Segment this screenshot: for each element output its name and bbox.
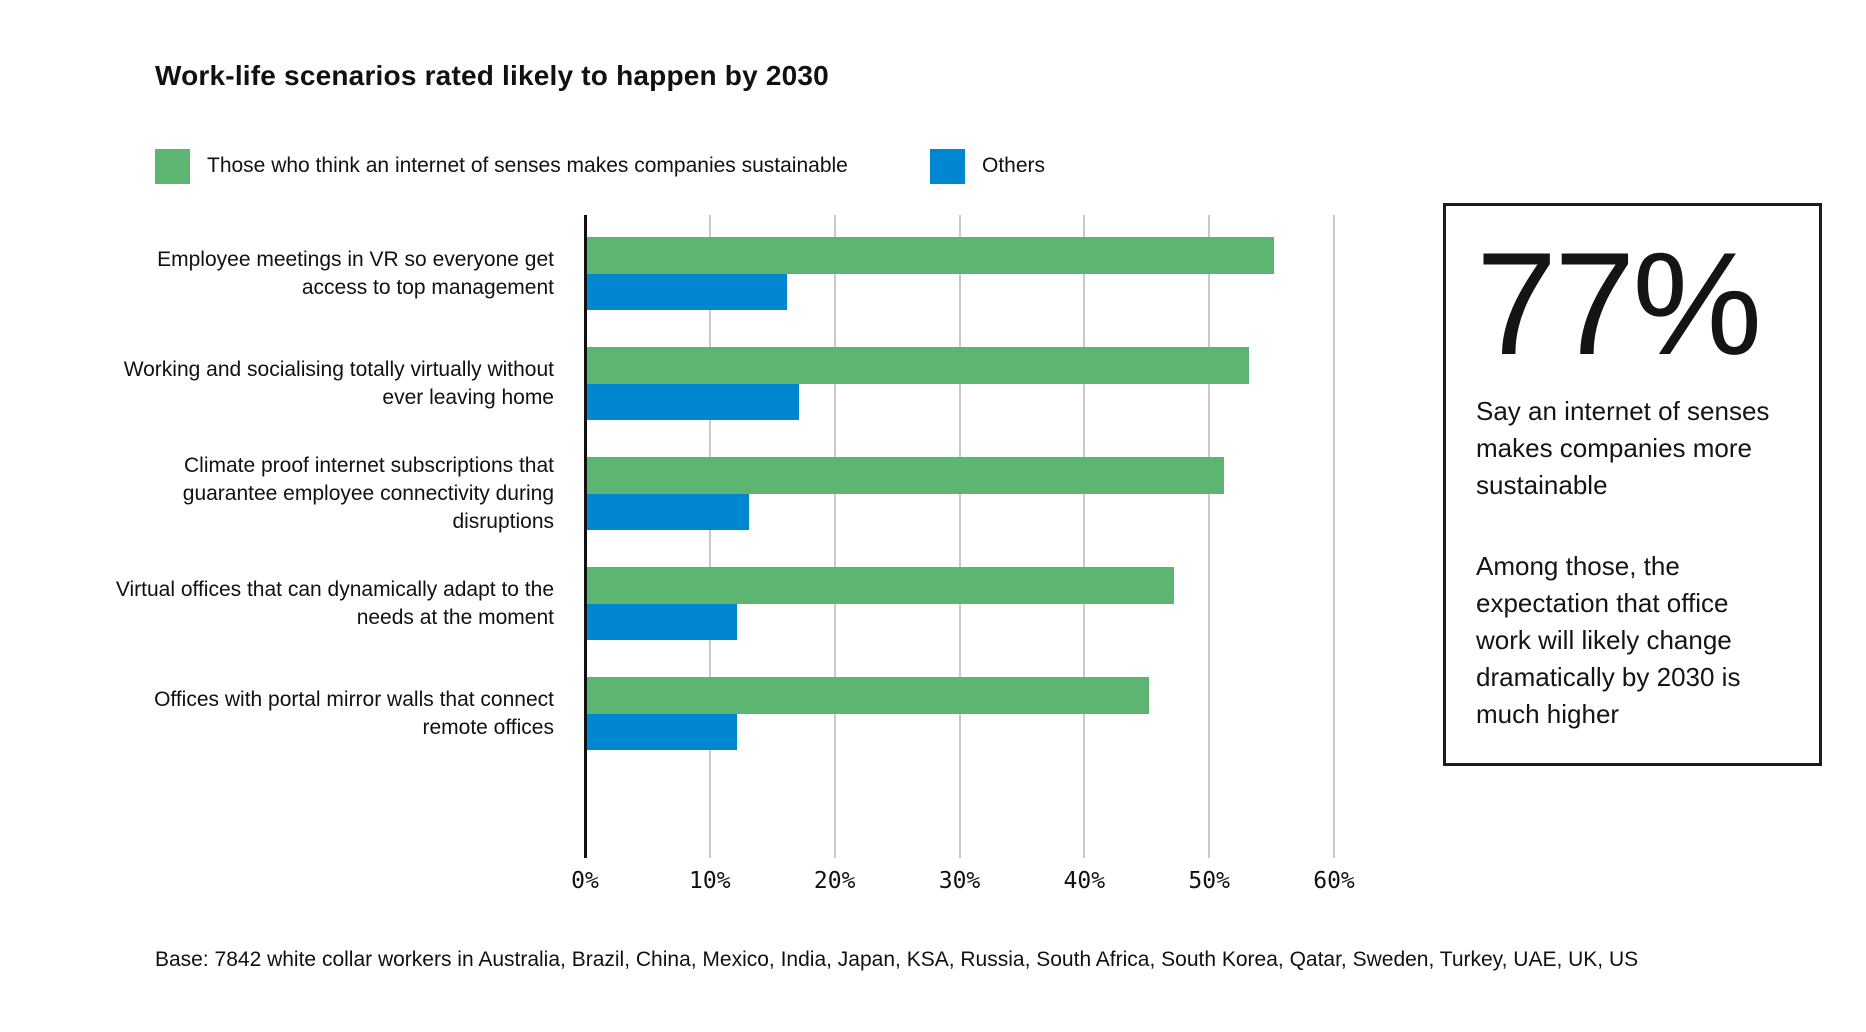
callout-text-1: Say an internet of senses makes companie… <box>1476 395 1770 500</box>
bar-sustainable <box>587 237 1274 274</box>
bar-others <box>587 494 750 530</box>
bar-others <box>587 274 787 310</box>
callout-text-2: Among those, the expectation that office… <box>1476 550 1741 729</box>
bar-chart-plot <box>584 215 1335 858</box>
gridline <box>1333 215 1335 858</box>
legend-item-others: Others <box>930 147 1045 185</box>
x-tick: 10% <box>689 868 731 894</box>
category-label: Employee meetings in VR so everyone get … <box>157 247 554 299</box>
callout-stat: 77% <box>1476 222 1762 385</box>
category-label: Working and socialising totally virtuall… <box>123 357 554 409</box>
bar-others <box>587 604 737 640</box>
bar-sustainable <box>587 347 1249 384</box>
x-tick: 0% <box>571 868 599 894</box>
x-tick: 50% <box>1188 868 1230 894</box>
gridline <box>1083 215 1086 858</box>
base-footnote: Base: 7842 white collar workers in Austr… <box>155 948 1639 971</box>
gridline <box>708 215 711 858</box>
x-tick: 30% <box>938 868 981 894</box>
category-label: Virtual offices that can dynamically ada… <box>115 577 554 629</box>
callout-box: 77% Say an internet of senses makes comp… <box>1443 203 1822 766</box>
bar-others <box>587 384 800 420</box>
legend-label-others: Others <box>982 154 1046 177</box>
bar-sustainable <box>587 677 1149 714</box>
gridline <box>833 215 836 858</box>
x-tick: 60% <box>1313 868 1355 894</box>
legend-label-sustainable: Those who think an internet of senses ma… <box>207 154 848 177</box>
legend-item-sustainable: Those who think an internet of senses ma… <box>155 147 848 185</box>
chart-title: Work-life scenarios rated likely to happ… <box>155 60 829 91</box>
gridline <box>958 215 961 858</box>
bar-others <box>587 714 737 750</box>
bar-sustainable <box>587 567 1174 604</box>
x-tick: 20% <box>813 868 856 894</box>
x-tick: 40% <box>1063 868 1106 894</box>
category-label: Offices with portal mirror walls that co… <box>154 687 554 739</box>
legend-swatch-blue <box>930 148 965 184</box>
y-axis-line <box>584 215 587 858</box>
gridline <box>1208 215 1211 858</box>
bar-sustainable <box>587 457 1224 494</box>
legend-swatch-green <box>155 148 190 184</box>
category-label: Climate proof internet subscriptions tha… <box>182 453 554 533</box>
